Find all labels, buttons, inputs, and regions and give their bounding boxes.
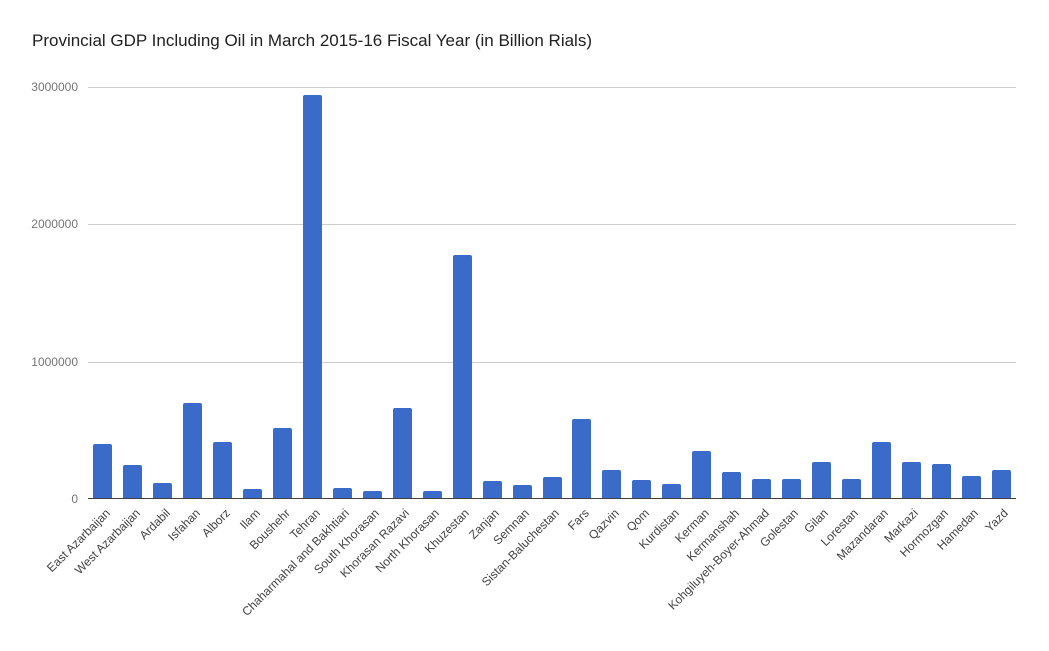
y-tick-label: 0 (71, 492, 78, 506)
bar-slot (268, 87, 298, 499)
bar-fars (572, 418, 592, 499)
bar-qom (632, 480, 652, 499)
y-tick-label: 3000000 (31, 80, 78, 94)
bar-slot (807, 87, 837, 499)
bar-series (88, 87, 1016, 499)
chart-title: Provincial GDP Including Oil in March 20… (32, 31, 592, 50)
bar-ardabil (153, 482, 173, 499)
bar-east-azarbaijan (93, 444, 113, 499)
bar-slot (88, 87, 118, 499)
bar-slot (387, 87, 417, 499)
x-axis-line (88, 498, 1016, 499)
bar-isfahan (183, 402, 203, 499)
bar-slot (298, 87, 328, 499)
bar-qazvin (602, 470, 622, 499)
bar-slot (956, 87, 986, 499)
bar-golestan (782, 479, 802, 499)
bar-zanjan (482, 480, 502, 499)
bar-slot (447, 87, 477, 499)
bar-slot (836, 87, 866, 499)
bar-alborz (213, 442, 233, 499)
bar-slot (777, 87, 807, 499)
bar-kurdistan (662, 483, 682, 499)
bar-slot (148, 87, 178, 499)
bar-slot (986, 87, 1016, 499)
bar-khorasan-razavi (392, 408, 412, 499)
bar-gilan (811, 461, 831, 499)
bar-mazandaran (871, 442, 891, 499)
gridline (88, 361, 1016, 363)
bar-slot (687, 87, 717, 499)
bar-slot (866, 87, 896, 499)
bar-slot (417, 87, 447, 499)
gridline (88, 87, 1016, 88)
plot-area (88, 87, 1016, 499)
bar-slot (567, 87, 597, 499)
bar-slot (238, 87, 268, 499)
bar-south-khorasan (362, 491, 382, 499)
bar-slot (896, 87, 926, 499)
bar-slot (717, 87, 747, 499)
bar-markazi (901, 461, 921, 499)
bar-kermanshah (722, 471, 742, 499)
bar-sistan-baluchestan (542, 477, 562, 499)
y-tick-label: 2000000 (31, 217, 78, 232)
bar-ilam (243, 488, 263, 499)
bar-slot (328, 87, 358, 499)
bar-slot (477, 87, 507, 499)
bar-slot (627, 87, 657, 499)
bar-lorestan (841, 479, 861, 499)
bar-semnan (512, 484, 532, 499)
bar-kohgiluyeh-boyer-ahmad (752, 479, 772, 499)
bar-slot (657, 87, 687, 499)
bar-slot (178, 87, 208, 499)
bar-north-khorasan (422, 491, 442, 499)
bar-slot (597, 87, 627, 499)
bar-slot (747, 87, 777, 499)
gridline (88, 224, 1016, 226)
bar-west-azarbaijan (123, 464, 143, 499)
y-tick-label: 1000000 (31, 354, 78, 369)
bar-tehran (303, 95, 323, 499)
bar-slot (537, 87, 567, 499)
bar-boushehr (273, 427, 293, 499)
bar-slot (208, 87, 238, 499)
bar-slot (118, 87, 148, 499)
bar-hormozgan (931, 463, 951, 499)
bar-hamedan (961, 476, 981, 499)
bar-chaharmahal-and-bakhtiari (332, 487, 352, 499)
bar-yazd (991, 469, 1011, 499)
bar-slot (357, 87, 387, 499)
bar-slot (507, 87, 537, 499)
bar-kerman (692, 450, 712, 499)
bar-slot (926, 87, 956, 499)
bar-khuzestan (452, 254, 472, 499)
